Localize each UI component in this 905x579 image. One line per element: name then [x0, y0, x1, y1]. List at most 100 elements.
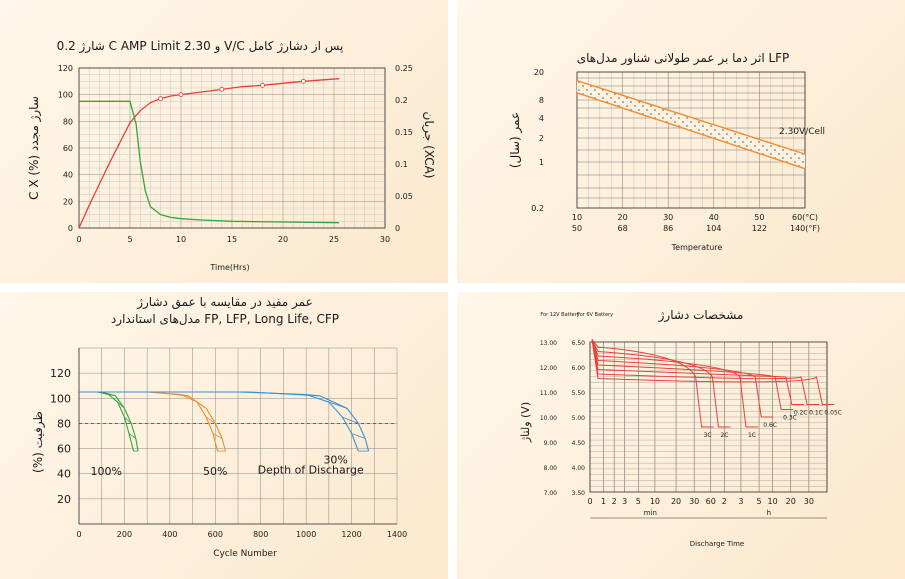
x-tick-label: 1 — [601, 497, 606, 506]
series-line-inner-30% — [79, 391, 359, 452]
x-tick-label-f: 68 — [618, 224, 628, 233]
y-tick-label: 120 — [58, 64, 73, 73]
x-tick-label: 200 — [117, 530, 132, 539]
chart-title: عمر مفید در مقایسه با عمق دشارژ — [136, 295, 313, 310]
y2-tick-label: 0.1 — [395, 160, 408, 169]
y2-tick-label: 0.15 — [395, 128, 413, 137]
y-tick-label: 0 — [68, 224, 73, 233]
y-tick-6v: 6.50 — [572, 340, 586, 347]
y-tick-12v: 11.00 — [540, 390, 557, 397]
discharge-curve-1C — [591, 339, 758, 428]
curve-label-0.05C: 0.05C — [824, 410, 842, 417]
y-tick-label: 0.2 — [531, 204, 544, 213]
y-tick-label: 20 — [57, 493, 71, 506]
x-tick-label: 2 — [612, 497, 617, 506]
x-tick-label: 10 — [650, 497, 660, 506]
hatch-line — [181, 394, 189, 397]
y-axis-label: عمر (سال) — [508, 112, 523, 168]
discharge-curve-0.1C — [591, 339, 820, 405]
y-tick-label: 2 — [539, 134, 544, 143]
curve-label-2C: 2C — [720, 432, 728, 439]
hatch-line — [306, 394, 320, 397]
x-tick-label: 25 — [329, 235, 339, 244]
hatch-line — [328, 401, 348, 409]
band-upper-line — [576, 79, 806, 155]
hatch-line — [212, 433, 223, 439]
x-tick-label-f: 104 — [706, 224, 721, 233]
y-header-6v: For 6V Battery — [577, 312, 613, 318]
chart-title: مشخصات دشارژ — [658, 308, 744, 323]
series-line-outer-50% — [79, 391, 227, 452]
x-tick-label-c: 60(°C) — [792, 213, 818, 222]
y-tick-label: 40 — [63, 171, 73, 180]
temperature-chart: اثر دما بر عمر طولانی شناور مدل‌های LFP … — [508, 51, 825, 252]
annotation-50: 50% — [203, 465, 227, 478]
x-unit-min: min — [644, 509, 657, 517]
x-tick-label: 5 — [127, 235, 132, 244]
discharge-curve-0.6C — [591, 339, 774, 418]
y-axis-label: ولتاژ (V) — [519, 402, 532, 443]
x-tick-label: 20 — [671, 497, 681, 506]
y-tick-12v: 10.00 — [540, 415, 557, 422]
x-tick-label: 60 — [706, 497, 716, 506]
y-tick-label: 40 — [57, 468, 71, 481]
y-header-12v: For 12V Battery — [540, 312, 579, 318]
plot-frame — [589, 341, 828, 493]
x-tick-label: 10 — [768, 497, 778, 506]
x-tick-label: 20 — [278, 235, 288, 244]
cycle-chart-panel: عمر مفید در مقایسه با عمق دشارژ مدل‌های … — [0, 292, 448, 579]
series-line-inner-100% — [79, 391, 135, 452]
hatch-line — [342, 416, 359, 424]
x-tick-label: 800 — [253, 530, 268, 539]
x-axis-label: Time(Hrs) — [209, 263, 249, 272]
y-tick-12v: 8.00 — [544, 465, 558, 472]
y-tick-6v: 5.50 — [572, 390, 586, 397]
curve-label-0.1C: 0.1C — [809, 410, 823, 417]
temperature-chart-panel: اثر دما بر عمر طولانی شناور مدل‌های LFP … — [457, 0, 905, 283]
x-tick-label: 10 — [176, 235, 186, 244]
hatch-line — [196, 401, 207, 409]
y-tick-label: 80 — [63, 117, 73, 126]
charge-chart: شارژ 0.2 C AMP Limit و 2.30 V/C پس از دش… — [27, 39, 436, 272]
series-line-1 — [78, 78, 340, 229]
x-tick-label-f: 122 — [752, 224, 767, 233]
chart-title: شارژ 0.2 C AMP Limit و 2.30 V/C پس از دش… — [57, 39, 344, 54]
data-point — [219, 86, 225, 92]
chart-subtitle: مدل‌های استاندارد FP, LFP, Long Life, CF… — [111, 312, 339, 327]
discharge-curve-0.05C — [591, 339, 835, 405]
x-tick-label: 0 — [76, 235, 81, 244]
annotation-100: 100% — [91, 465, 122, 478]
hatch-line — [205, 416, 216, 424]
x-tick-label: 400 — [162, 530, 177, 539]
band-lower-line — [576, 92, 806, 170]
y2-tick-label: 0.2 — [395, 96, 408, 105]
x-tick-label: 1200 — [341, 530, 361, 539]
y-tick-6v: 5.00 — [572, 415, 586, 422]
hatch-line — [108, 394, 116, 397]
hatch-line — [124, 416, 132, 424]
plot-frame — [78, 67, 386, 229]
data-point — [260, 82, 266, 88]
y-axis-label: C X (%) سارژ مجدد — [27, 96, 42, 200]
annotation-dod: Depth of Discharge — [258, 464, 364, 477]
hatch-line — [351, 433, 366, 439]
y-tick-label: 4 — [539, 114, 544, 123]
y-tick-label: 100 — [50, 392, 71, 405]
hatch-line — [128, 433, 137, 439]
curve-label-0.2C: 0.2C — [794, 410, 808, 417]
x-axis-label: Discharge Time — [690, 540, 744, 548]
x-tick-label: 0 — [587, 497, 592, 506]
x-tick-label: 30 — [689, 497, 699, 506]
x-tick-label: 600 — [208, 530, 223, 539]
curve-label-1C: 1C — [748, 432, 756, 439]
x-tick-label: 1400 — [387, 530, 407, 539]
x-tick-label: 0 — [76, 530, 81, 539]
x-tick-label-f: 86 — [663, 224, 673, 233]
x-tick-label: 1000 — [296, 530, 316, 539]
discharge-chart-panel: مشخصات دشارژ For 12V Battery For 6V Batt… — [457, 292, 905, 579]
x-unit-h: h — [767, 509, 771, 517]
x-tick-label-c: 40 — [709, 213, 719, 222]
y-tick-12v: 12.00 — [540, 365, 557, 372]
hatch-line — [117, 401, 125, 409]
y-tick-label: 80 — [57, 417, 71, 430]
